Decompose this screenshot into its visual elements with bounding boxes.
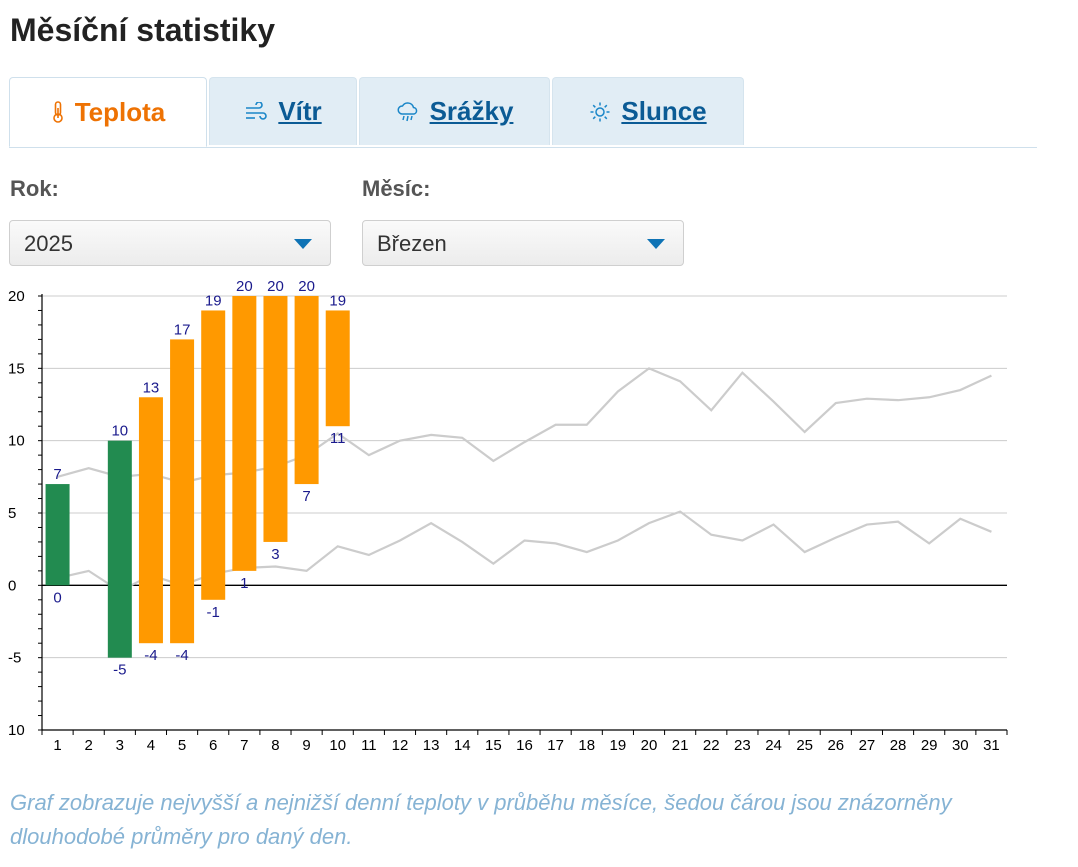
bar-max-label: 20	[298, 278, 315, 295]
x-tick-label: 13	[423, 737, 440, 754]
temperature-bar	[138, 397, 163, 644]
x-tick-label: 27	[859, 737, 876, 754]
tab-precipitation[interactable]: Srážky	[359, 77, 550, 145]
x-tick-label: 2	[85, 737, 93, 754]
sun-icon	[589, 101, 611, 123]
x-tick-label: 21	[672, 737, 689, 754]
bar-max-label: 17	[174, 321, 191, 338]
temperature-bar	[232, 296, 257, 571]
avg-max-line	[57, 367, 992, 484]
x-tick-label: 3	[116, 737, 124, 754]
x-tick-label: 7	[240, 737, 248, 754]
tab-precipitation-label: Srážky	[429, 96, 514, 126]
x-tick-label: 23	[734, 737, 751, 754]
year-label: Rok:	[10, 176, 59, 201]
y-tick-label: 10	[8, 433, 25, 450]
bar-min-label: 11	[330, 430, 346, 447]
temperature-bar	[325, 310, 350, 427]
tab-sun[interactable]: Slunce	[552, 77, 744, 145]
x-tick-label: 9	[302, 737, 310, 754]
bar-max-label: 20	[267, 278, 284, 295]
bar-min-label: -4	[144, 647, 157, 664]
x-tick-label: 15	[485, 737, 502, 754]
x-tick-label: 22	[703, 737, 720, 754]
x-tick-label: 17	[547, 737, 564, 754]
tab-wind[interactable]: Vítr	[209, 77, 357, 145]
x-tick-label: 19	[610, 737, 627, 754]
year-select[interactable]: 2025	[9, 220, 331, 266]
thermometer-icon	[51, 100, 65, 124]
bar-min-label: 1	[240, 575, 248, 592]
rain-cloud-icon	[396, 101, 420, 123]
month-label: Měsíc:	[362, 176, 431, 201]
x-tick-label: 20	[641, 737, 658, 754]
bar-min-label: -4	[175, 647, 188, 664]
y-tick-label: 0	[8, 577, 16, 594]
bar-max-label: 20	[236, 278, 253, 295]
x-tick-label: 18	[578, 737, 595, 754]
bar-min-label: -5	[113, 662, 126, 679]
x-tick-label: 31	[983, 737, 1000, 754]
bar-min-label: 0	[53, 589, 61, 606]
tab-wind-label: Vítr	[278, 96, 322, 126]
bar-max-label: 13	[143, 379, 160, 396]
x-tick-label: 11	[361, 737, 377, 754]
year-select-value: 2025	[24, 231, 73, 256]
x-tick-label: 14	[454, 737, 471, 754]
temperature-bar	[107, 440, 132, 658]
x-tick-label: 26	[827, 737, 844, 754]
x-tick-label: 8	[271, 737, 279, 754]
x-tick-label: 12	[392, 737, 409, 754]
bar-min-label: -1	[207, 604, 220, 621]
bar-max-label: 19	[329, 292, 346, 309]
x-tick-label: 25	[796, 737, 813, 754]
temperature-bar	[45, 484, 70, 586]
chevron-down-icon	[647, 239, 665, 249]
bar-max-label: 19	[205, 292, 222, 309]
x-tick-label: 10	[329, 737, 346, 754]
temperature-bar	[170, 339, 195, 644]
wind-icon	[244, 101, 268, 122]
y-tick-label: 5	[8, 505, 16, 522]
x-tick-label: 4	[147, 737, 155, 754]
bar-min-label: 7	[302, 488, 310, 505]
x-tick-label: 1	[53, 737, 61, 754]
tab-sun-label: Slunce	[621, 96, 707, 126]
y-tick-label: 20	[8, 288, 25, 305]
month-select[interactable]: Březen	[362, 220, 684, 266]
bar-max-label: 7	[53, 466, 61, 483]
avg-min-line	[57, 510, 992, 593]
x-tick-label: 24	[765, 737, 782, 754]
page-title: Měsíční statistiky	[10, 12, 275, 48]
x-tick-label: 5	[178, 737, 186, 754]
month-select-value: Březen	[377, 231, 447, 256]
x-tick-label: 16	[516, 737, 533, 754]
tab-temperature-label: Teplota	[74, 96, 166, 127]
tab-bar: Teplota Vítr Srážky	[9, 77, 1037, 148]
tab-temperature[interactable]: Teplota	[9, 77, 207, 147]
chevron-down-icon	[294, 239, 312, 249]
temperature-bar	[294, 296, 319, 485]
x-tick-label: 29	[921, 737, 938, 754]
x-tick-label: 6	[209, 737, 217, 754]
temperature-bar	[201, 310, 226, 600]
temperature-bar	[263, 296, 288, 542]
x-tick-label: 28	[890, 737, 907, 754]
x-tick-label: 30	[952, 737, 969, 754]
chart-note: Graf zobrazuje nejvyšší a nejnižší denní…	[10, 790, 952, 849]
y-tick-label: 15	[8, 360, 25, 377]
y-tick-label: -5	[8, 650, 21, 667]
bar-min-label: 3	[271, 546, 279, 563]
y-tick-label: 10	[8, 722, 25, 739]
bar-max-label: 10	[111, 423, 128, 440]
